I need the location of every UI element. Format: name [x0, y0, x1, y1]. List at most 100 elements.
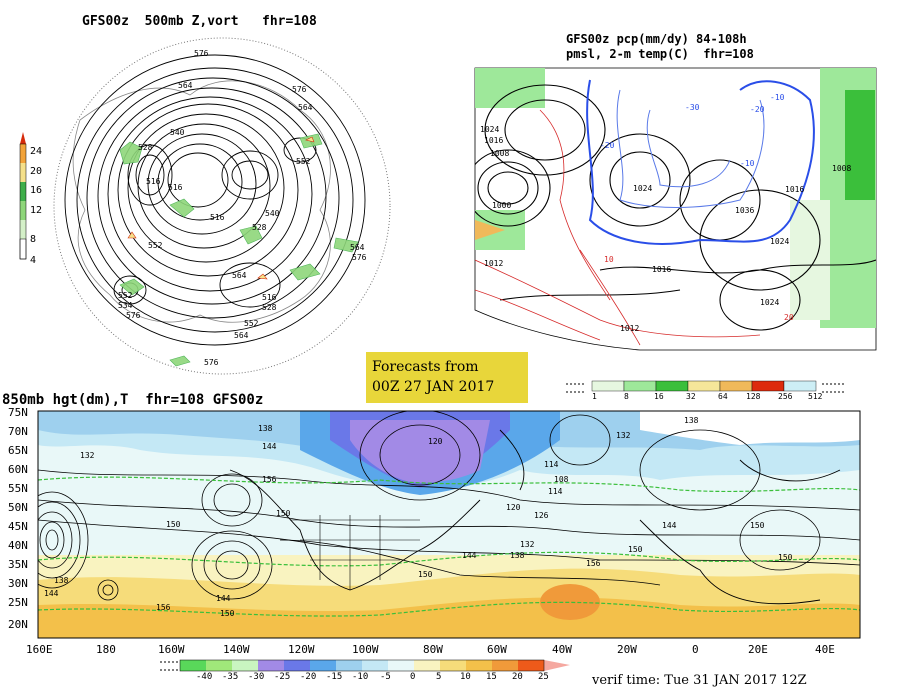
pcp-label-16: 16	[654, 392, 664, 401]
svg-text:1024: 1024	[633, 184, 652, 193]
svg-text:10: 10	[604, 255, 614, 264]
svg-text:144: 144	[216, 594, 231, 603]
svg-text:150: 150	[778, 553, 793, 562]
lon-label-40e: 40E	[815, 643, 835, 656]
lon-label-20w: 20W	[617, 643, 637, 656]
svg-text:138: 138	[54, 576, 69, 585]
svg-text:150: 150	[166, 520, 181, 529]
lon-label-180: 180	[96, 643, 116, 656]
vorticity-colorbar	[19, 132, 27, 260]
polar-500mb-map: 576 564 576 564 528 540 516 516 552 540 …	[53, 37, 391, 375]
svg-text:1016: 1016	[484, 136, 503, 145]
lon-label-0: 0	[692, 643, 699, 656]
svg-text:144: 144	[44, 589, 59, 598]
svg-text:516: 516	[168, 183, 183, 192]
forecast-init-box: Forecasts from 00Z 27 JAN 2017	[366, 352, 528, 403]
lat-label-75n: 75N	[8, 406, 28, 419]
lon-label-160w: 160W	[158, 643, 185, 656]
temp-label-m25: -25	[274, 672, 291, 682]
temp-label-m40: -40	[196, 672, 213, 682]
svg-text:114: 114	[548, 487, 563, 496]
svg-text:576: 576	[204, 358, 219, 367]
svg-text:1016: 1016	[652, 265, 671, 274]
svg-text:150: 150	[750, 521, 765, 530]
svg-text:132: 132	[520, 540, 535, 549]
svg-text:516: 516	[262, 293, 277, 302]
lat-label-35n: 35N	[8, 558, 28, 571]
svg-text:1036: 1036	[735, 206, 754, 215]
temp-label-20: 20	[512, 672, 523, 682]
panel-500mb-title: GFS00z 500mb Z,vort fhr=108	[82, 14, 317, 29]
svg-text:564: 564	[234, 331, 249, 340]
svg-text:1008: 1008	[832, 164, 851, 173]
svg-text:1024: 1024	[770, 237, 789, 246]
svg-text:1024: 1024	[760, 298, 779, 307]
temp-label-m30: -30	[248, 672, 265, 682]
pcp-label-8: 8	[624, 392, 629, 401]
svg-text:-20: -20	[750, 105, 765, 114]
svg-text:144: 144	[662, 521, 677, 530]
svg-text:528: 528	[262, 303, 277, 312]
lat-label-25n: 25N	[8, 596, 28, 609]
temp-label-15: 15	[486, 672, 497, 682]
lat-label-70n: 70N	[8, 425, 28, 438]
lon-label-140w: 140W	[223, 643, 250, 656]
svg-text:120: 120	[506, 503, 521, 512]
svg-text:576: 576	[126, 311, 141, 320]
svg-text:1008: 1008	[490, 149, 509, 158]
precip-colorbar	[566, 380, 844, 393]
vort-label-24: 24	[30, 146, 43, 157]
vort-label-4: 4	[30, 255, 37, 266]
svg-text:564: 564	[350, 243, 365, 252]
lat-label-60n: 60N	[8, 463, 28, 476]
temp-label-25: 25	[538, 672, 549, 682]
svg-text:552: 552	[118, 291, 133, 300]
svg-text:1012: 1012	[620, 324, 639, 333]
svg-text:1024: 1024	[480, 125, 499, 134]
temp-label-m5: -5	[380, 672, 391, 682]
svg-text:1016: 1016	[785, 185, 804, 194]
svg-text:1012: 1012	[484, 259, 503, 268]
svg-text:576: 576	[292, 85, 307, 94]
lat-label-55n: 55N	[8, 482, 28, 495]
lat-label-50n: 50N	[8, 501, 28, 514]
pcp-label-128: 128	[746, 392, 761, 401]
temp-label-0: 0	[410, 672, 416, 682]
pmsl-precip-map: 1024 1016 1008 1000 1012 1024 1016 1024 …	[474, 67, 877, 351]
lat-label-45n: 45N	[8, 520, 28, 533]
svg-text:144: 144	[262, 442, 277, 451]
svg-text:528: 528	[252, 223, 267, 232]
pcp-label-64: 64	[718, 392, 728, 401]
lon-label-40w: 40W	[552, 643, 572, 656]
svg-text:114: 114	[544, 460, 559, 469]
svg-text:144: 144	[462, 551, 477, 560]
temperature-colorbar	[160, 659, 570, 672]
temp-label-m15: -15	[326, 672, 343, 682]
lat-label-65n: 65N	[8, 444, 28, 457]
svg-text:150: 150	[628, 545, 643, 554]
map-850mb: 138 144 132 120 114 108 114 120 126 156 …	[37, 410, 861, 639]
lat-label-30n: 30N	[8, 577, 28, 590]
lon-label-100w: 100W	[352, 643, 379, 656]
svg-text:-10: -10	[770, 93, 785, 102]
svg-text:576: 576	[194, 49, 209, 58]
svg-text:534: 534	[118, 301, 133, 310]
svg-text:-10: -10	[740, 159, 755, 168]
verification-time: verif time: Tue 31 JAN 2017 12Z	[592, 673, 807, 688]
pcp-label-32: 32	[686, 392, 696, 401]
svg-text:150: 150	[418, 570, 433, 579]
svg-text:540: 540	[265, 209, 280, 218]
svg-text:564: 564	[178, 81, 193, 90]
svg-text:156: 156	[586, 559, 601, 568]
lon-label-60w: 60W	[487, 643, 507, 656]
svg-text:516: 516	[146, 177, 161, 186]
pcp-label-512: 512	[808, 392, 823, 401]
svg-text:576: 576	[352, 253, 367, 262]
lon-label-120w: 120W	[288, 643, 315, 656]
vort-label-20: 20	[30, 166, 43, 177]
panel-pmsl-title-2: pmsl, 2-m temp(C) fhr=108	[566, 47, 754, 61]
temp-label-10: 10	[460, 672, 471, 682]
svg-text:150: 150	[276, 509, 291, 518]
vort-label-8: 8	[30, 234, 37, 245]
svg-text:138: 138	[258, 424, 273, 433]
